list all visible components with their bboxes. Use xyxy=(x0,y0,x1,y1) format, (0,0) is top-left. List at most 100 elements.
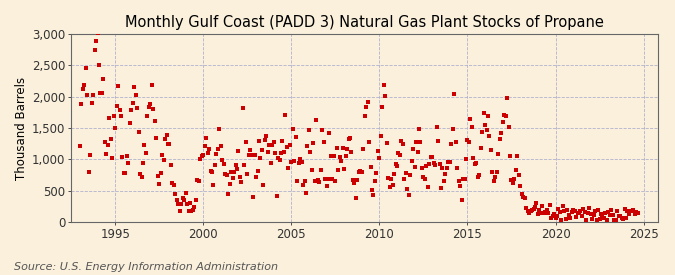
Point xyxy=(434,162,445,166)
Point xyxy=(556,217,567,222)
Point xyxy=(160,137,171,142)
Point xyxy=(448,127,458,131)
Point xyxy=(441,166,452,170)
Point xyxy=(609,218,620,222)
Point xyxy=(619,207,630,211)
Point xyxy=(474,173,485,177)
Point xyxy=(564,212,574,217)
Point xyxy=(375,134,386,138)
Point xyxy=(186,209,197,213)
Point xyxy=(514,173,524,178)
Point xyxy=(161,133,172,138)
Point xyxy=(512,154,522,158)
Point xyxy=(133,130,144,134)
Point xyxy=(371,171,382,175)
Point xyxy=(339,167,350,171)
Point xyxy=(396,139,407,143)
Point xyxy=(566,210,577,214)
Point xyxy=(97,90,107,95)
Point xyxy=(550,216,561,220)
Point xyxy=(370,178,381,183)
Point xyxy=(383,176,394,180)
Point xyxy=(545,215,556,220)
Point xyxy=(500,114,511,118)
Point xyxy=(559,209,570,213)
Point xyxy=(248,195,259,199)
Point xyxy=(255,156,266,160)
Point xyxy=(296,159,307,164)
Point xyxy=(449,92,460,96)
Point xyxy=(261,134,272,138)
Point xyxy=(505,153,516,158)
Point xyxy=(144,105,155,109)
Title: Monthly Gulf Coast (PADD 3) Natural Gas Plant Stocks of Propane: Monthly Gulf Coast (PADD 3) Natural Gas … xyxy=(125,15,604,30)
Point xyxy=(342,147,352,151)
Point xyxy=(184,200,195,205)
Point xyxy=(460,157,471,161)
Point xyxy=(286,160,297,164)
Point xyxy=(544,202,555,207)
Point xyxy=(390,161,401,166)
Point xyxy=(599,216,610,221)
Point xyxy=(205,169,216,173)
Text: Source: U.S. Energy Information Administration: Source: U.S. Energy Information Administ… xyxy=(14,262,277,272)
Point xyxy=(265,161,276,165)
Point xyxy=(229,170,240,174)
Point xyxy=(393,151,404,155)
Point xyxy=(302,144,313,148)
Point xyxy=(455,183,466,188)
Point xyxy=(192,178,202,182)
Point xyxy=(209,163,220,167)
Point xyxy=(348,178,358,183)
Point xyxy=(484,133,495,138)
Point xyxy=(608,213,618,218)
Point xyxy=(468,155,479,160)
Point xyxy=(154,182,165,187)
Point xyxy=(76,102,87,106)
Point xyxy=(440,172,451,176)
Point xyxy=(427,155,437,159)
Point xyxy=(604,213,615,218)
Point xyxy=(284,142,295,147)
Point xyxy=(334,155,345,159)
Point xyxy=(368,193,379,197)
Point xyxy=(444,160,455,164)
Point xyxy=(298,183,308,188)
Point xyxy=(574,211,585,215)
Point xyxy=(404,192,414,197)
Point xyxy=(308,141,319,145)
Point xyxy=(293,161,304,165)
Point xyxy=(224,182,235,186)
Point xyxy=(242,172,252,176)
Point xyxy=(547,214,558,218)
Point xyxy=(581,218,592,222)
Point xyxy=(138,161,148,165)
Point xyxy=(292,179,302,184)
Point xyxy=(270,151,281,155)
Point xyxy=(139,143,150,147)
Point xyxy=(280,113,291,117)
Point xyxy=(204,147,215,151)
Point xyxy=(90,39,101,43)
Point xyxy=(105,137,116,142)
Point xyxy=(263,150,273,154)
Point xyxy=(522,209,533,213)
Point xyxy=(595,212,606,216)
Point xyxy=(465,116,476,121)
Point xyxy=(283,166,294,171)
Point xyxy=(584,206,595,211)
Point xyxy=(503,125,514,129)
Point xyxy=(225,169,236,174)
Point xyxy=(355,169,366,174)
Point xyxy=(78,87,88,91)
Point xyxy=(207,170,217,175)
Point xyxy=(471,161,482,166)
Point xyxy=(502,96,512,100)
Point xyxy=(318,140,329,144)
Point xyxy=(379,83,389,87)
Point xyxy=(519,196,530,200)
Point xyxy=(632,211,643,215)
Point xyxy=(464,139,475,144)
Point xyxy=(274,157,285,162)
Point xyxy=(615,214,626,219)
